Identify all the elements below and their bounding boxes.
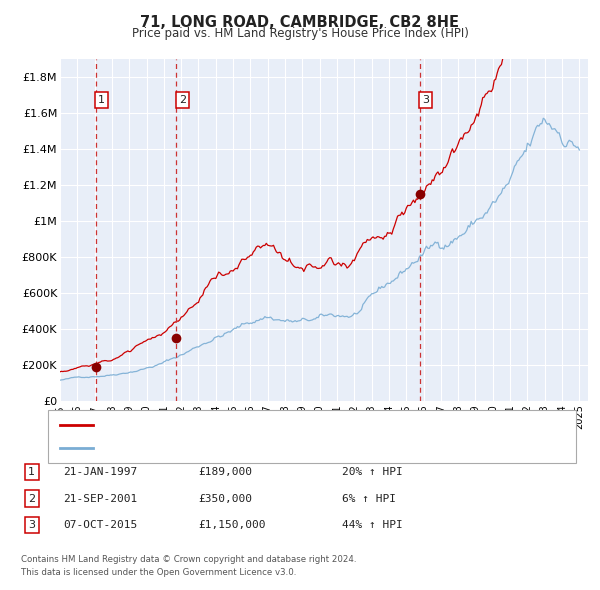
Text: 20% ↑ HPI: 20% ↑ HPI xyxy=(342,467,403,477)
Text: 2: 2 xyxy=(28,494,35,503)
Text: 21-SEP-2001: 21-SEP-2001 xyxy=(63,494,137,503)
Text: 44% ↑ HPI: 44% ↑ HPI xyxy=(342,520,403,530)
Text: 6% ↑ HPI: 6% ↑ HPI xyxy=(342,494,396,503)
Text: 71, LONG ROAD, CAMBRIDGE, CB2 8HE: 71, LONG ROAD, CAMBRIDGE, CB2 8HE xyxy=(140,15,460,30)
Text: 1: 1 xyxy=(98,95,105,105)
Text: This data is licensed under the Open Government Licence v3.0.: This data is licensed under the Open Gov… xyxy=(21,568,296,576)
Text: HPI: Average price, detached house, Cambridge: HPI: Average price, detached house, Camb… xyxy=(99,443,349,453)
Text: 2: 2 xyxy=(179,95,186,105)
Text: 1: 1 xyxy=(28,467,35,477)
Text: £189,000: £189,000 xyxy=(198,467,252,477)
Text: 21-JAN-1997: 21-JAN-1997 xyxy=(63,467,137,477)
Text: 3: 3 xyxy=(28,520,35,530)
Text: 71, LONG ROAD, CAMBRIDGE, CB2 8HE (detached house): 71, LONG ROAD, CAMBRIDGE, CB2 8HE (detac… xyxy=(99,420,398,430)
Text: £350,000: £350,000 xyxy=(198,494,252,503)
Text: £1,150,000: £1,150,000 xyxy=(198,520,265,530)
Text: 07-OCT-2015: 07-OCT-2015 xyxy=(63,520,137,530)
Text: 3: 3 xyxy=(422,95,429,105)
Text: Contains HM Land Registry data © Crown copyright and database right 2024.: Contains HM Land Registry data © Crown c… xyxy=(21,555,356,563)
Text: Price paid vs. HM Land Registry's House Price Index (HPI): Price paid vs. HM Land Registry's House … xyxy=(131,27,469,40)
